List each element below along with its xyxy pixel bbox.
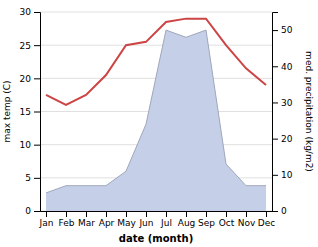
- tick-label: Oct: [219, 218, 235, 228]
- tick-label: 25: [20, 41, 31, 51]
- tick-label: 30: [281, 98, 293, 108]
- x-axis: Jan FebMar AprMayJun Jul AugSep OctNovDec: [39, 211, 276, 228]
- tick-mark: [86, 211, 87, 217]
- axis-line: [41, 211, 273, 212]
- y2-tick: 10: [272, 170, 293, 180]
- tick-mark: [246, 211, 247, 217]
- tick-label: 20: [20, 74, 32, 84]
- y2-tick: 0: [272, 206, 287, 216]
- x-tick: Jun: [138, 211, 153, 228]
- tick-mark: [166, 211, 167, 217]
- x-axis-title: date (month): [119, 233, 193, 244]
- tick-label: 10: [281, 170, 293, 180]
- x-tick: Jan: [39, 211, 54, 228]
- tick-mark: [206, 211, 207, 217]
- y-axis-title: max temp (C): [2, 80, 12, 142]
- tick-label: Jan: [39, 218, 54, 228]
- y-tick: 10: [20, 140, 40, 150]
- x-tick: Oct: [219, 211, 235, 228]
- tick-mark: [226, 211, 227, 217]
- tick-mark: [34, 45, 40, 46]
- axis-line: [34, 13, 41, 212]
- tick-label: 15: [20, 107, 31, 117]
- tick-mark: [34, 211, 40, 212]
- tick-label: Jun: [138, 218, 153, 228]
- tick-mark: [66, 211, 67, 217]
- tick-mark: [34, 78, 40, 79]
- x-tick: Sep: [198, 211, 215, 228]
- line: [46, 19, 266, 105]
- x-tick: Nov: [238, 211, 256, 228]
- tick-label: Sep: [198, 218, 215, 228]
- tick-mark: [34, 178, 40, 179]
- tick-label: Mar: [78, 218, 95, 228]
- tick-label: 5: [25, 173, 31, 183]
- tick-label: Jul: [160, 218, 172, 228]
- grid-line: [40, 12, 272, 13]
- x-tick: Mar: [78, 211, 95, 228]
- tick-mark: [186, 211, 187, 217]
- tick-label: Dec: [258, 218, 275, 228]
- tick-mark: [34, 12, 40, 13]
- tick-mark: [272, 30, 278, 31]
- tick-label: Feb: [59, 218, 75, 228]
- y2-tick: 20: [272, 134, 293, 144]
- tick-label: 0: [281, 206, 287, 216]
- tick-label: Apr: [99, 218, 115, 228]
- tick-mark: [34, 112, 40, 113]
- y2-axis-title: med. precipitation (kg/m2): [304, 51, 314, 172]
- chart: Jan FebMar AprMayJun Jul AugSep OctNovDec 0 5 10…: [0, 0, 318, 247]
- x-tick: Dec: [258, 211, 275, 228]
- plot: Jan FebMar AprMayJun Jul AugSep OctNovDec 0 5 10…: [2, 7, 314, 244]
- tick-mark: [266, 211, 267, 217]
- y-axis: 0 5 10 15 20 25 30: [20, 7, 41, 216]
- tick-label: 0: [25, 206, 31, 216]
- tick-mark: [272, 139, 278, 140]
- grid-line: [40, 45, 272, 46]
- y-tick: 5: [25, 173, 40, 183]
- tick-mark: [106, 211, 107, 217]
- y2-tick: 30: [272, 98, 293, 108]
- tick-label: 10: [20, 140, 32, 150]
- y2-tick: 50: [272, 25, 293, 35]
- tick-mark: [146, 211, 147, 217]
- y-tick: 30: [20, 7, 40, 17]
- y-tick: 20: [20, 74, 40, 84]
- y-tick: 15: [20, 107, 40, 117]
- tick-label: 40: [281, 62, 293, 72]
- tick-label: 20: [281, 134, 293, 144]
- x-tick: Apr: [99, 211, 115, 228]
- tick-mark: [272, 211, 278, 212]
- tick-mark: [272, 102, 278, 103]
- x-tick: Jul: [160, 211, 172, 228]
- tick-mark: [272, 175, 278, 176]
- tick-label: 50: [281, 25, 293, 35]
- tick-label: May: [117, 218, 136, 228]
- tick-mark: [272, 66, 278, 67]
- tick-mark: [46, 211, 47, 217]
- grid: [40, 12, 272, 211]
- marks: [46, 19, 266, 211]
- x-tick: Aug: [178, 211, 196, 228]
- axis-line: [273, 13, 279, 212]
- tick-mark: [34, 145, 40, 146]
- area: [46, 30, 266, 211]
- tick-mark: [126, 211, 127, 217]
- y-tick: 25: [20, 41, 40, 51]
- x-tick: Feb: [59, 211, 75, 228]
- tick-label: Aug: [178, 218, 196, 228]
- y2-tick: 40: [272, 62, 293, 72]
- y2-axis: 0 10 20 30 40 50: [272, 13, 293, 217]
- tick-label: 30: [20, 7, 32, 17]
- tick-label: Nov: [238, 218, 256, 228]
- y-tick: 0: [25, 206, 40, 216]
- x-tick: May: [117, 211, 136, 228]
